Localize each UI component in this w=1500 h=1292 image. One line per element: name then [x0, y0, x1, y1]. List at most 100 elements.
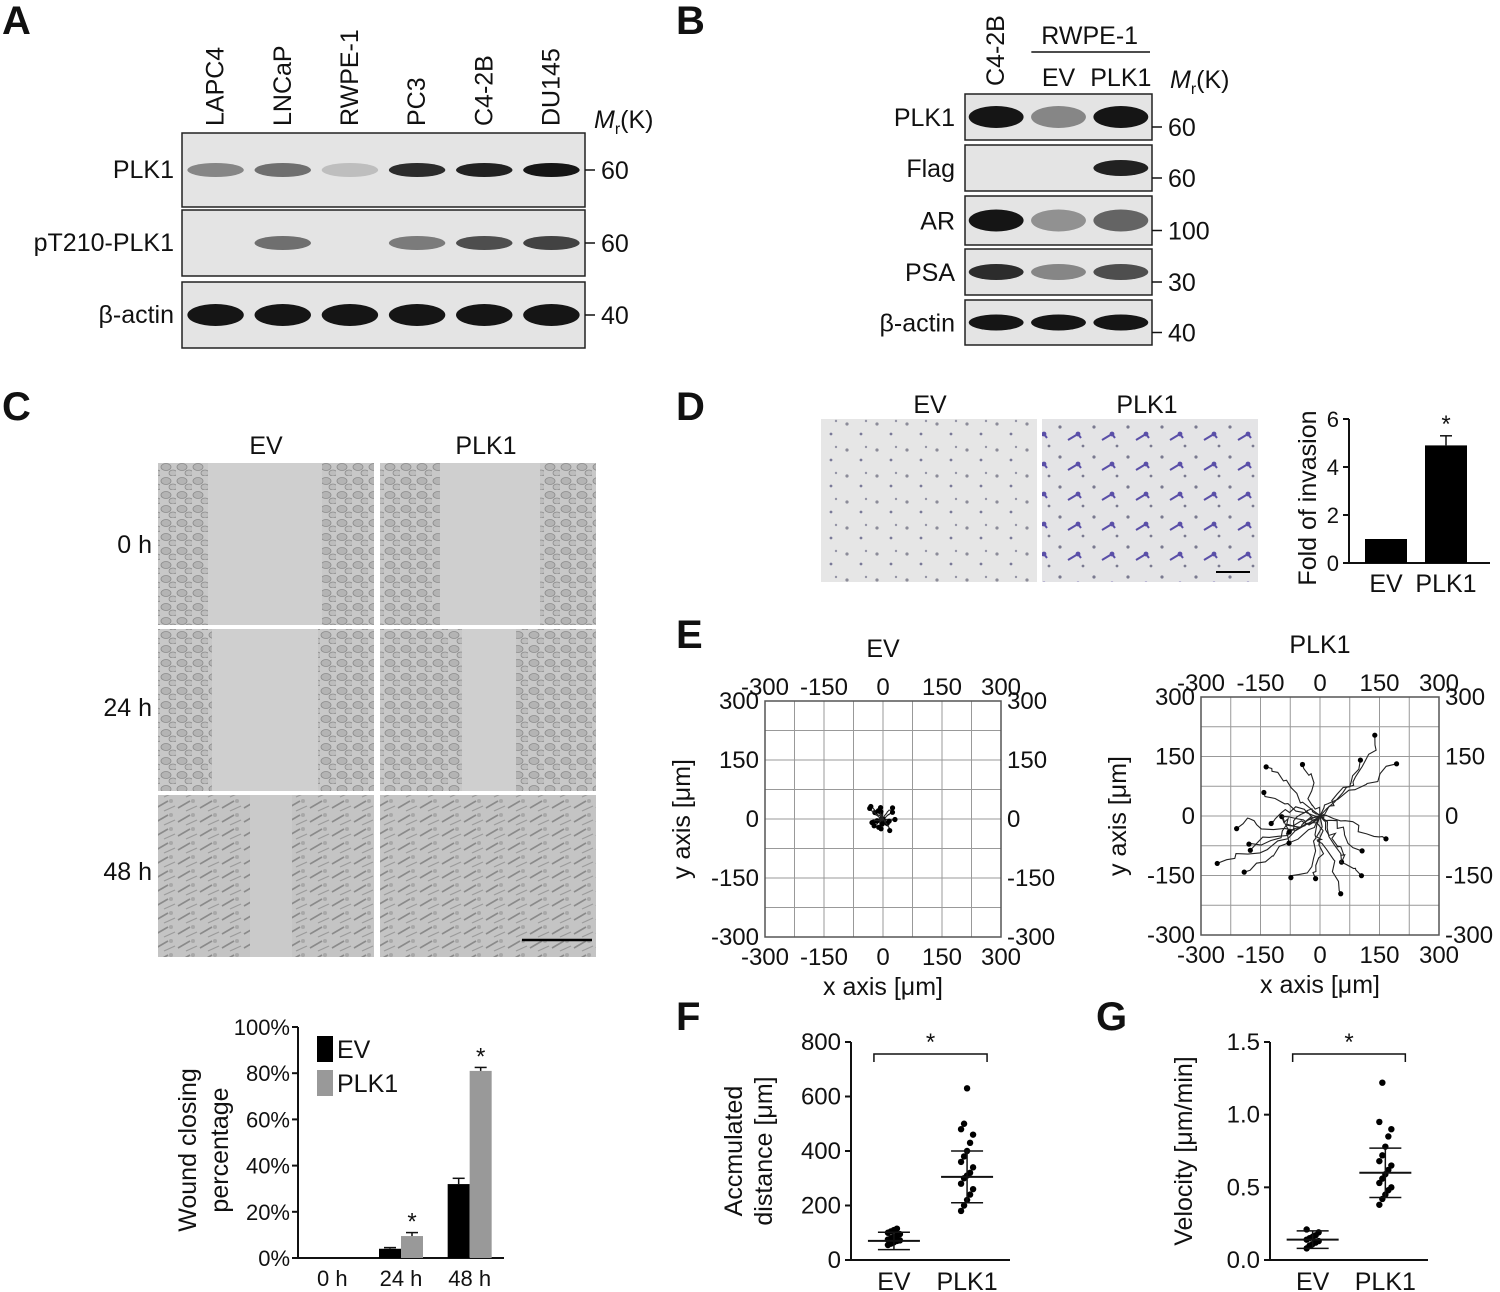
panel-c-row-48h: 48 h	[103, 858, 152, 886]
track-endpoint	[1241, 869, 1247, 875]
blot-band	[388, 304, 446, 326]
plot-frame	[1200, 696, 1440, 936]
panel-label-g: G	[1096, 995, 1127, 1039]
data-point	[960, 1153, 968, 1160]
cell-track	[1301, 764, 1321, 817]
track-endpoint	[1234, 826, 1240, 832]
y-tick-label: 100%	[234, 1015, 290, 1040]
invasion-image-plk1	[1042, 419, 1258, 582]
x-tick-label-top: 150	[1359, 670, 1399, 697]
x-tick-label: PLK1	[936, 1268, 997, 1292]
bar	[1365, 539, 1407, 563]
data-point	[957, 1207, 965, 1215]
blot-band	[1093, 209, 1149, 232]
data-point	[957, 1180, 965, 1187]
data-point	[1385, 1133, 1392, 1140]
data-point	[1388, 1184, 1395, 1191]
lane-label: C4-2B	[982, 15, 1010, 86]
x-tick-label-bottom: -300	[741, 944, 789, 971]
lane-label: PC3	[403, 77, 431, 126]
significance-marker: *	[476, 1043, 485, 1070]
panel-c-microscopy-grid: EV PLK1 0 h 24 h 48 h	[103, 432, 596, 957]
lane-label: PLK1	[1090, 64, 1151, 92]
blot-band	[456, 304, 513, 326]
x-tick-label: 24 h	[380, 1266, 423, 1291]
data-point	[960, 1120, 968, 1127]
blot-band	[1031, 209, 1086, 232]
micrograph-ev-48h	[158, 795, 374, 957]
row-label: β-actin	[98, 301, 174, 329]
blot-band	[523, 304, 580, 326]
data-point	[1388, 1162, 1395, 1169]
x-tick-label-top: 150	[922, 674, 962, 701]
data-point	[960, 1202, 968, 1209]
marker-value: 100	[1168, 218, 1210, 246]
y-tick-label-right: 300	[1445, 684, 1485, 711]
y-tick-label-left: -150	[711, 865, 759, 892]
data-point	[969, 1164, 977, 1171]
significance-marker: *	[1441, 411, 1450, 438]
cell-track	[1316, 815, 1342, 894]
panel-c-column-plk1: PLK1	[455, 432, 516, 460]
marker-value: 30	[1168, 269, 1196, 297]
blot-band	[968, 106, 1024, 128]
y-tick-label-left: 150	[719, 747, 759, 774]
row-label: PLK1	[894, 104, 955, 132]
x-tick-label-bottom: -300	[1177, 942, 1225, 969]
panel-c-row-0h: 0 h	[117, 531, 152, 559]
x-tick-label-top: 300	[1419, 670, 1459, 697]
panel-label-e: E	[676, 613, 703, 657]
y-tick-label-left: 150	[1155, 744, 1195, 771]
x-axis-label: x axis [μm]	[823, 973, 943, 1001]
blot-band	[456, 163, 513, 177]
panel-label-c: C	[2, 385, 31, 429]
x-tick-label-top: -300	[1177, 670, 1225, 697]
blot-band	[968, 264, 1024, 280]
lane-label: DU145	[537, 48, 565, 126]
micrograph-plk1-24h	[380, 629, 596, 791]
blot-band	[187, 304, 244, 326]
y-axis-label: y axis [μm]	[1104, 756, 1132, 876]
plot-frame	[764, 700, 1002, 938]
y-tick-label: 6	[1327, 407, 1339, 432]
significance-bracket	[873, 1053, 988, 1062]
row-label: β-actin	[879, 310, 955, 338]
cell-track	[1217, 815, 1321, 864]
bar	[1425, 445, 1467, 563]
data-point	[1315, 1229, 1322, 1236]
x-tick-label-bottom: -150	[1236, 942, 1284, 969]
track-endpoint	[876, 824, 882, 830]
x-tick-label: 0 h	[317, 1266, 348, 1291]
data-point	[1388, 1126, 1395, 1133]
plot-title: PLK1	[1289, 631, 1350, 659]
cell-track	[1312, 815, 1325, 879]
x-tick-label-bottom: -150	[800, 944, 848, 971]
track-endpoint	[889, 809, 896, 815]
y-tick-label: 400	[801, 1138, 841, 1165]
blot-band	[523, 163, 580, 177]
mr-label: Mr(K)	[594, 106, 653, 138]
significance-bracket	[1291, 1053, 1407, 1062]
y-tick-label: 0	[828, 1247, 841, 1274]
data-point	[1303, 1226, 1310, 1233]
y-tick-label-right: -150	[1007, 865, 1055, 892]
lane-label: LNCaP	[269, 45, 297, 126]
y-axis-label: Fold of invasion	[1294, 410, 1322, 585]
y-tick-label-right: 0	[1445, 803, 1458, 830]
track-endpoint	[1288, 875, 1294, 881]
row-label: PSA	[905, 259, 955, 287]
y-tick-label-right: 150	[1445, 744, 1485, 771]
blot-band	[254, 304, 311, 326]
blot-band	[523, 236, 580, 250]
blot-strip	[181, 209, 586, 277]
track-endpoint	[1372, 732, 1378, 738]
y-tick-label: 0.0	[1227, 1247, 1260, 1274]
track-endpoint	[1263, 764, 1269, 770]
micrograph-plk1-48h	[380, 795, 596, 957]
x-tick-label-bottom: 300	[1419, 942, 1459, 969]
cell-track	[1281, 815, 1321, 833]
panel-c-bar-chart: 0% 20% 40% 60% 80% 100% Wound closing percentag…	[174, 1015, 504, 1291]
panel-f-scatter-chart: 0 200 400 600 800 Accmulated distance [μm] EV PL…	[720, 1029, 1010, 1292]
bar	[401, 1236, 423, 1258]
